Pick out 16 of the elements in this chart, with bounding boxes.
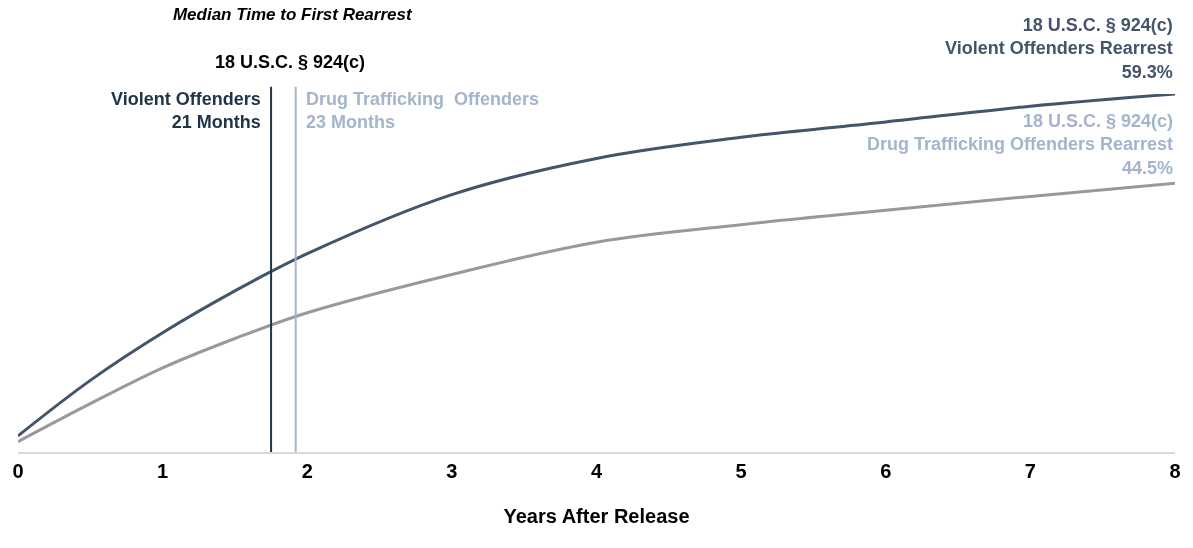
x-tick-label: 1 [157,459,169,482]
x-tick-label: 7 [1024,459,1036,482]
annotation: 18 U.S.C. § 924(c) Drug Trafficking Offenders Rearrest 44.5% [867,111,1174,178]
x-tick-label: 6 [880,459,892,482]
ref-line-label: Drug Trafficking Offenders 23 Months [306,89,540,133]
x-tick-label: 3 [446,459,458,482]
ref-line-label: Violent Offenders 21 Months [111,89,261,133]
annotation: 18 U.S.C. § 924(c) Violent Offenders Rearrest 59.3% [945,15,1173,82]
x-tick-label: 0 [12,459,24,482]
x-tick-label: 8 [1169,459,1181,482]
x-tick-label: 5 [735,459,747,482]
x-tick-label: 2 [301,459,313,482]
chart-title: Median Time to First Rearrest [172,5,413,25]
x-axis-title: Years After Release [503,504,690,527]
x-tick-label: 4 [590,459,603,482]
text: 18 U.S.C. § 924(c) [215,52,366,72]
